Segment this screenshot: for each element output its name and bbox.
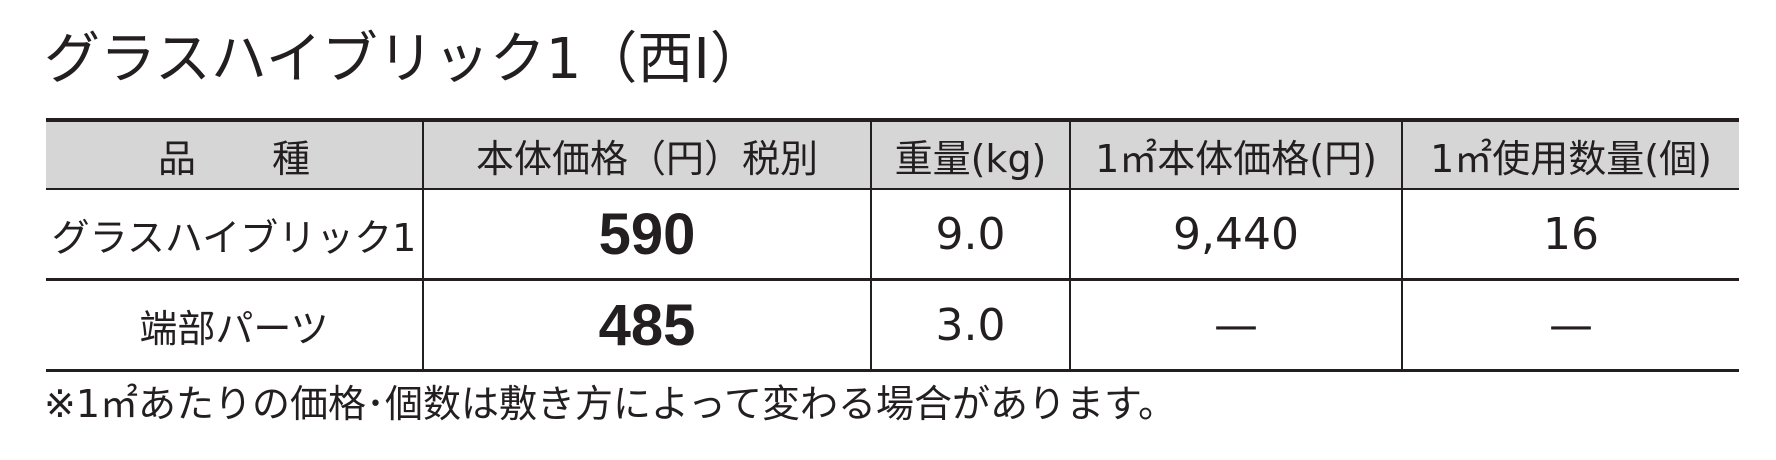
title: グラスハイブリック1（西Ⅰ） (44, 27, 766, 92)
table-row: グラスハイブリック1 590 9.0 9,440 16 (46, 189, 1739, 281)
cell: 3.0 (870, 279, 1070, 372)
column-header: 1㎡本体価格(円) (1069, 118, 1402, 190)
column-header: 品 種 (46, 118, 423, 190)
cell: — (1069, 279, 1402, 372)
cell: — (1401, 279, 1739, 372)
cell: 590 (422, 189, 871, 281)
footnote: ※1㎡あたりの価格･個数は敷き方によって変わる場合があります。 (44, 382, 1177, 426)
column-header: 本体価格（円）税別 (422, 118, 871, 190)
cell: 9.0 (870, 189, 1070, 281)
product-name: 端部パーツ (46, 279, 423, 372)
cell: 485 (422, 279, 871, 372)
column-header: 1㎡使用数量(個) (1401, 118, 1739, 190)
table-body: グラスハイブリック1 590 9.0 9,440 16 端部パーツ 485 3.0— — (46, 189, 1739, 372)
product-name: グラスハイブリック1 (46, 189, 423, 281)
cell: 9,440 (1069, 189, 1402, 281)
column-header: 重量(kg) (870, 118, 1070, 190)
spec-table: 品 種本体価格（円）税別 重量(kg) 1㎡本体価格(円) 1㎡使用数量(個) グラス… (46, 118, 1739, 372)
cell: 16 (1401, 189, 1739, 281)
header-row: 品 種本体価格（円）税別 重量(kg) 1㎡本体価格(円) 1㎡使用数量(個) (46, 118, 1739, 190)
table-row: 端部パーツ 485 3.0— — (46, 279, 1739, 372)
